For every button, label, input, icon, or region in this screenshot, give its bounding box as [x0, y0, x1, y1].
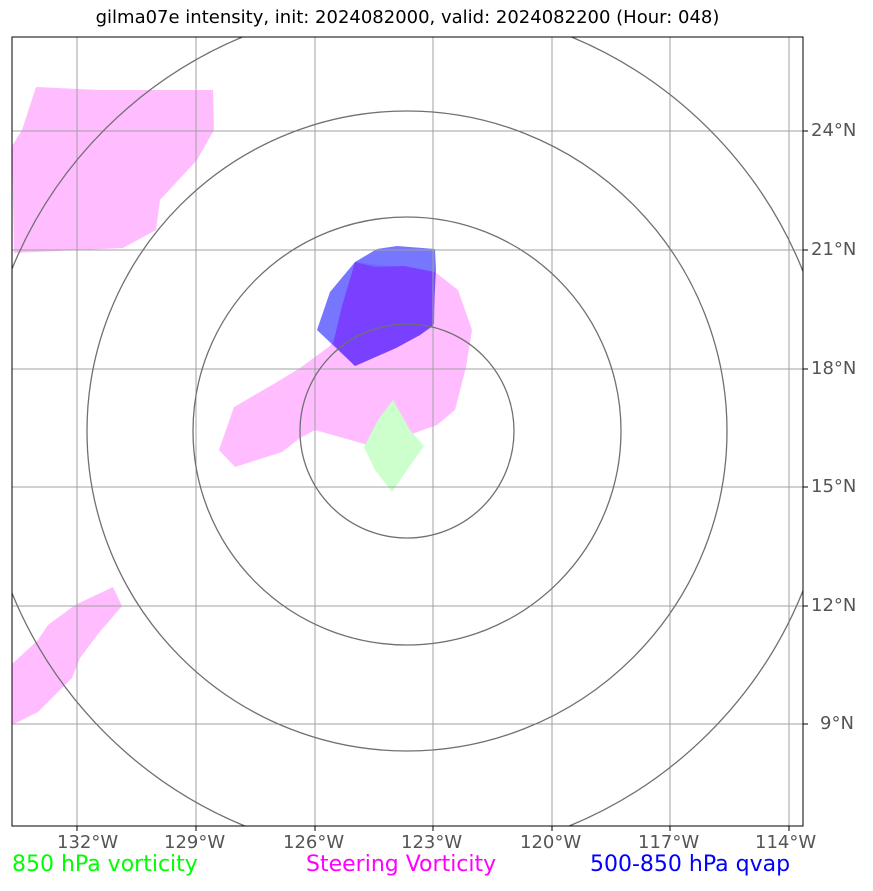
lat-label-12n: 12°N — [811, 595, 857, 616]
lon-label-129w: 129°W — [164, 832, 226, 853]
legend-steering-vorticity: Steering Vorticity — [306, 852, 497, 877]
map-title: gilma07e intensity, init: 2024082000, va… — [95, 7, 720, 28]
qvap-region-core — [333, 262, 435, 366]
range-rings — [12, 37, 803, 826]
tick-marks — [76, 130, 808, 831]
lon-label-123w: 123°W — [401, 832, 463, 853]
lat-label-9n: 9°N — [820, 713, 854, 734]
vorticity-850-region — [364, 400, 424, 492]
map-frame — [11, 36, 804, 827]
lat-label-18n: 18°N — [811, 358, 857, 379]
lon-label-126w: 126°W — [283, 832, 345, 853]
legend-qvap: 500-850 hPa qvap — [590, 852, 791, 877]
range-ring-1 — [299, 323, 515, 539]
legend-850-vorticity: 850 hPa vorticity — [12, 852, 198, 877]
steering-vorticity-region-southwest — [12, 587, 122, 724]
range-ring-3 — [86, 110, 728, 752]
lat-label-24n: 24°N — [811, 120, 857, 141]
steering-vorticity-region-northwest — [12, 87, 214, 253]
lon-label-114w: 114°W — [755, 832, 817, 853]
lat-label-15n: 15°N — [811, 476, 857, 497]
range-ring-2 — [192, 216, 622, 646]
lat-label-21n: 21°N — [811, 239, 857, 260]
lon-label-120w: 120°W — [520, 832, 582, 853]
lon-label-132w: 132°W — [57, 832, 119, 853]
gridlines — [12, 37, 803, 826]
lon-label-117w: 117°W — [638, 832, 700, 853]
